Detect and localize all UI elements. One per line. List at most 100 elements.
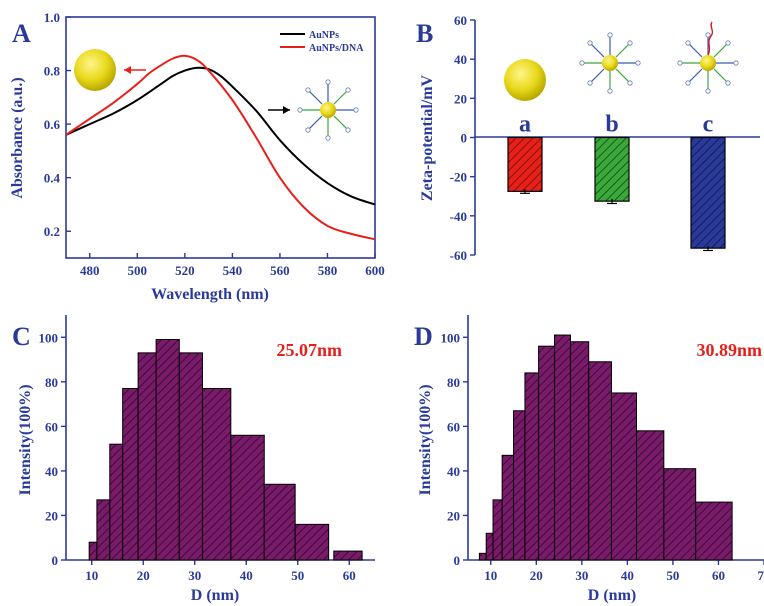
panel-b-ylabel: Zeta-potential/mV	[419, 74, 436, 201]
histogram-bar	[230, 434, 265, 561]
dna-nanoparticle-b-icon	[579, 32, 641, 94]
panel-c-annotation: 25.07nm	[276, 340, 342, 360]
histogram-bar	[178, 352, 203, 561]
target-strand-icon	[707, 21, 714, 56]
histogram-bar	[635, 430, 665, 561]
histogram-bar	[524, 372, 540, 561]
histogram-bar	[122, 388, 139, 561]
histogram-bar	[610, 392, 637, 561]
histogram-bar	[569, 341, 590, 561]
panel-d-ytick-label: 100	[441, 330, 461, 345]
panel-d-xlabel: D (nm)	[588, 587, 636, 604]
histogram-bar	[538, 345, 556, 561]
histogram-bar	[96, 499, 111, 561]
panel-d-xtick-label: 70	[758, 568, 764, 583]
panel-c-ytick-label: 100	[39, 330, 59, 345]
panel-a-ytick-label: 0.4	[44, 171, 61, 186]
dna-nanoparticle-c-icon	[677, 32, 739, 94]
panel-c: C 0 20 40 60 80 100 10 20 30 40 50 60 25.07nm D (n…	[12, 315, 375, 604]
bar-c	[690, 136, 726, 249]
legend-label-aunps: AuNPs	[309, 30, 339, 41]
panel-b: B 60 40 20 0 -20 -40 -60 a b c Zeta-potential/mV	[416, 13, 760, 263]
panel-a-xtick-label: 480	[80, 263, 100, 278]
panel-b-ytick-label: -40	[450, 209, 467, 224]
panel-d-xtick-label: 60	[712, 568, 725, 583]
gold-nanoparticle-icon	[74, 49, 116, 91]
black-arrow-icon	[268, 106, 290, 114]
panel-d-ytick-label: 0	[454, 553, 461, 568]
panel-c-xtick-label: 50	[291, 568, 304, 583]
panel-d-ytick-label: 20	[447, 508, 460, 523]
histogram-bar	[109, 443, 124, 561]
histogram-bar	[501, 454, 515, 561]
histogram-bar	[485, 532, 494, 561]
panel-c-ytick-label: 20	[45, 508, 58, 523]
panel-a-ytick-label: 0.2	[44, 224, 60, 239]
histogram-bar	[88, 541, 98, 561]
panel-d-xtick-label: 20	[530, 568, 543, 583]
panel-a-ytick-label: 0.6	[44, 117, 61, 132]
bare-gold-nanoparticle-icon	[504, 59, 546, 101]
panel-b-ytick-label: 20	[454, 91, 467, 106]
panel-c-xtick-label: 30	[188, 568, 201, 583]
panel-b-ytick-label: -20	[450, 170, 467, 185]
panel-d-label: D	[414, 322, 433, 351]
panel-a-xtick-label: 520	[175, 263, 195, 278]
series-line-aunps-dna	[65, 54, 376, 241]
panel-d-xtick-label: 40	[621, 568, 634, 583]
bar-label-c: c	[703, 112, 714, 138]
panel-c-ytick-label: 40	[45, 464, 58, 479]
panel-d-ytick-label: 40	[447, 464, 460, 479]
panel-a-xtick-label: 580	[318, 263, 338, 278]
panel-d-annotation: 30.89nm	[696, 340, 762, 360]
panel-a-label: A	[12, 19, 31, 48]
histogram-bar	[294, 523, 330, 561]
panel-b-label: B	[416, 19, 433, 48]
histogram-bar	[137, 352, 157, 561]
bar-label-a: a	[519, 112, 531, 138]
panel-c-ytick-label: 80	[45, 375, 58, 390]
panel-d-ytick-label: 60	[447, 419, 460, 434]
panel-c-ytick-label: 0	[52, 553, 59, 568]
bar-a	[507, 136, 543, 192]
panel-a-xtick-label: 600	[365, 263, 385, 278]
panel-b-ytick-label: 40	[454, 52, 467, 67]
histogram-bar	[513, 410, 526, 561]
panel-c-xtick-label: 60	[343, 568, 356, 583]
histogram-bar	[695, 501, 733, 561]
panel-c-ylabel: Intensity(100%)	[17, 384, 34, 495]
panel-a-legend: AuNPs AuNPs/DNA	[280, 30, 364, 54]
panel-b-ytick-label: -60	[450, 248, 467, 263]
panel-d-xtick-label: 30	[575, 568, 588, 583]
bar-label-b: b	[605, 112, 618, 138]
panel-a-frame	[65, 16, 376, 259]
panel-b-ytick-label: 60	[454, 13, 467, 28]
panel-d-ytick-label: 80	[447, 375, 460, 390]
panel-c-xlabel: D (nm)	[191, 587, 239, 604]
histogram-bar	[155, 339, 180, 561]
histogram-bar	[333, 550, 363, 561]
panel-d-xtick-label: 10	[484, 568, 497, 583]
panel-a-ytick-label: 1.0	[44, 10, 60, 25]
histogram-bar	[588, 361, 612, 561]
panel-b-ytick-label: 0	[461, 131, 468, 146]
panel-c-xtick-label: 40	[240, 568, 253, 583]
panel-a-xtick-label: 540	[223, 263, 243, 278]
histogram-bar	[492, 499, 503, 561]
histogram-bar	[263, 483, 296, 561]
panel-a: A 0.20.40.60.81.0 480 500 520 540 560 580 600 …	[9, 10, 385, 303]
panel-a-xlabel: Wavelength (nm)	[151, 286, 269, 303]
histogram-bar	[201, 388, 232, 561]
panel-a-ytick-label: 0.8	[44, 64, 61, 79]
panel-d-ylabel: Intensity(100%)	[417, 384, 434, 495]
panel-c-xtick-label: 10	[85, 568, 98, 583]
panel-c-xtick-label: 20	[137, 568, 150, 583]
panel-a-ylabel: Absorbance (a.u.)	[9, 77, 26, 198]
legend-label-aunps-dna: AuNPs/DNA	[309, 43, 364, 54]
panel-d: D 0 20 40 60 80 100 10 20 30 40 50 60 70 30.89nm D …	[414, 315, 764, 604]
panel-a-xtick-label: 500	[128, 263, 148, 278]
histogram-bar	[554, 334, 571, 561]
panel-a-xtick-label: 560	[270, 263, 290, 278]
red-arrow-icon	[124, 66, 146, 74]
